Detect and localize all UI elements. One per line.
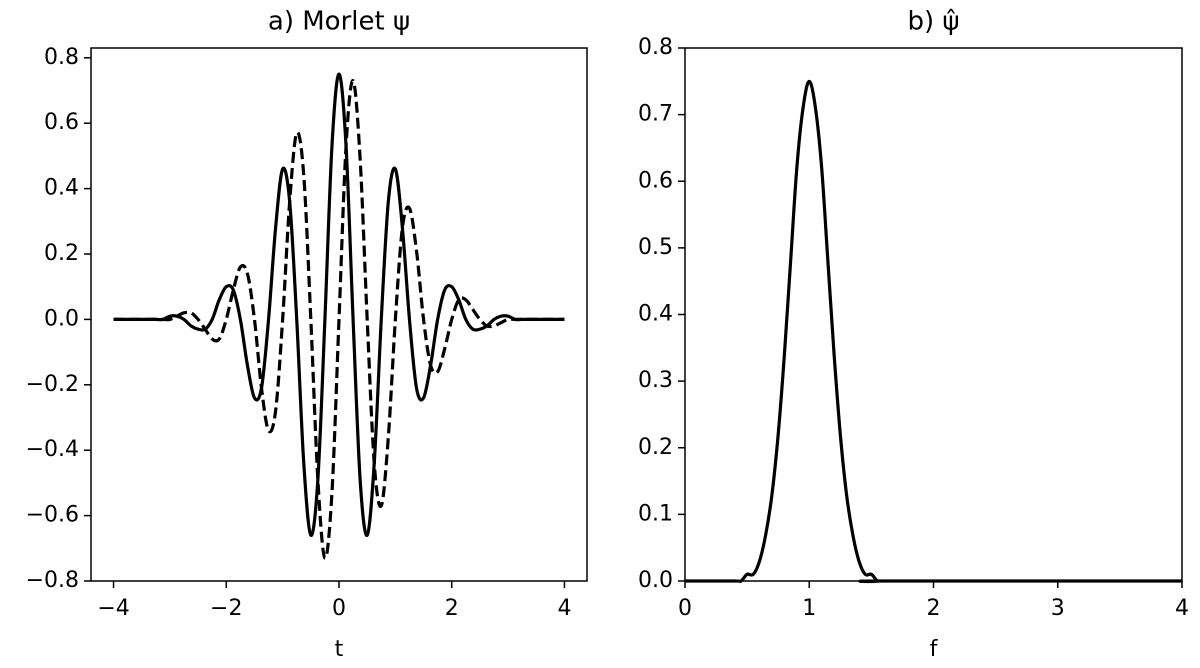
x-axis-label: t bbox=[335, 637, 344, 662]
y-tick-label: 0.6 bbox=[44, 110, 79, 135]
y-tick-label: 0.8 bbox=[44, 45, 79, 70]
x-tick-label: 4 bbox=[1175, 596, 1189, 621]
chart-title: b) ψ̂ bbox=[907, 7, 959, 37]
y-tick-label: 0.6 bbox=[638, 168, 673, 193]
x-tick-label: 1 bbox=[802, 596, 816, 621]
x-tick-label: 0 bbox=[678, 596, 692, 621]
y-tick-label: 0.2 bbox=[44, 241, 79, 266]
chart-title: a) Morlet ψ bbox=[268, 7, 410, 37]
y-tick-label: 0.4 bbox=[638, 302, 673, 327]
x-tick-label: 4 bbox=[557, 596, 571, 621]
line-series bbox=[113, 79, 565, 560]
y-tick-label: 0.0 bbox=[44, 306, 79, 331]
x-tick-label: 3 bbox=[1051, 596, 1065, 621]
x-tick-label: 0 bbox=[332, 596, 346, 621]
plot-frame bbox=[90, 47, 588, 582]
y-tick-label: 0.2 bbox=[638, 435, 673, 460]
x-tick-label: −4 bbox=[97, 596, 129, 621]
y-tick-label: 0.4 bbox=[44, 176, 79, 201]
y-tick-label: 0.5 bbox=[638, 235, 673, 260]
y-tick-label: 0.1 bbox=[638, 501, 673, 526]
x-axis-label: f bbox=[930, 637, 939, 662]
line-series bbox=[685, 79, 1182, 584]
x-tick-label: 2 bbox=[927, 596, 941, 621]
y-tick-label: −0.8 bbox=[26, 568, 79, 593]
x-tick-label: 2 bbox=[445, 596, 459, 621]
y-tick-label: 0.3 bbox=[638, 368, 673, 393]
y-tick-label: −0.4 bbox=[26, 437, 79, 462]
y-tick-label: −0.6 bbox=[26, 503, 79, 528]
y-tick-label: −0.2 bbox=[26, 372, 79, 397]
plot-frame bbox=[684, 47, 1183, 582]
y-tick-label: 0.8 bbox=[638, 35, 673, 60]
x-tick-label: −2 bbox=[210, 596, 242, 621]
line-series bbox=[113, 72, 565, 537]
y-tick-label: 0.7 bbox=[638, 102, 673, 127]
y-tick-label: 0.0 bbox=[638, 568, 673, 593]
